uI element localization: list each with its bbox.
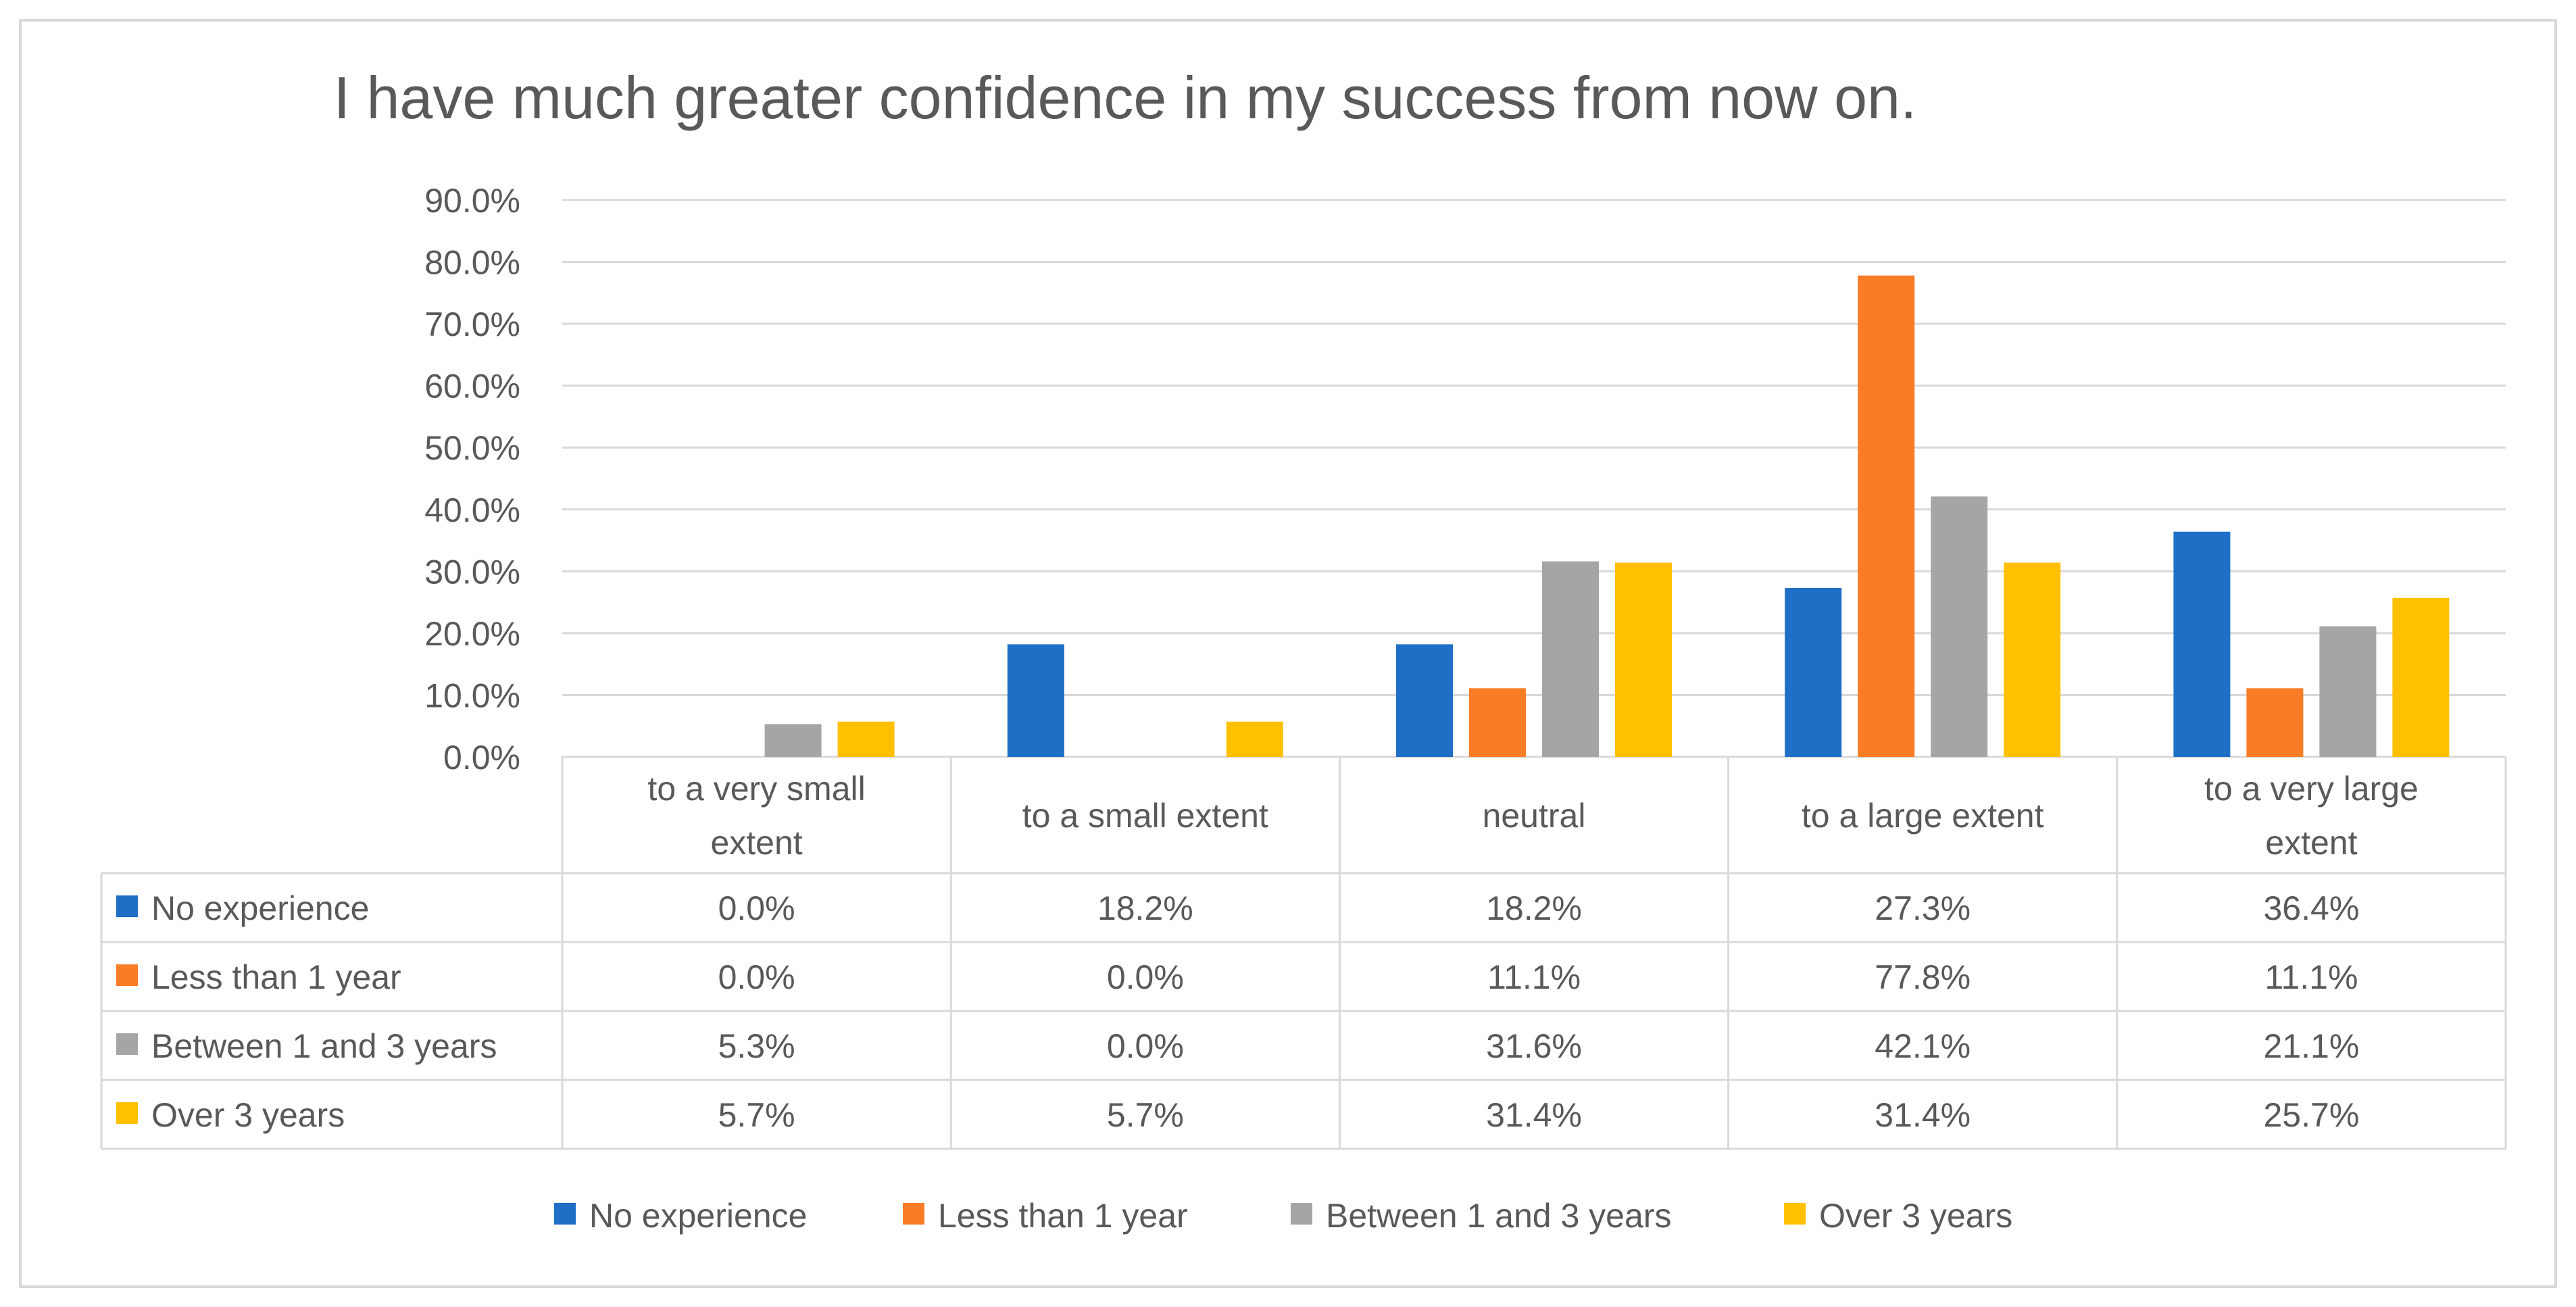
bar xyxy=(2319,626,2377,757)
category-label: extent xyxy=(2265,824,2357,862)
table-value: 5.7% xyxy=(1107,1096,1184,1134)
table-value: 18.2% xyxy=(1486,889,1582,927)
bar xyxy=(1785,588,1842,757)
bar xyxy=(1615,562,1672,757)
y-tick-label: 30.0% xyxy=(424,553,520,591)
bar xyxy=(1469,688,1526,757)
y-tick-label: 10.0% xyxy=(424,676,520,714)
category-label: to a large extent xyxy=(1802,797,2044,835)
y-tick-label: 40.0% xyxy=(424,491,520,529)
table-value: 0.0% xyxy=(718,958,795,996)
y-tick-label: 60.0% xyxy=(424,368,520,405)
table-value: 31.4% xyxy=(1875,1096,1971,1134)
y-tick-label: 90.0% xyxy=(424,182,520,220)
bar xyxy=(2004,562,2061,757)
table-value: 31.4% xyxy=(1486,1096,1582,1134)
y-axis: 0.0% 10.0% 20.0% 30.0% 40.0% 50.0% 60.0% 70.0% 8… xyxy=(424,182,520,776)
y-tick-label: 80.0% xyxy=(424,244,520,282)
table-value: 31.6% xyxy=(1486,1027,1582,1065)
table-value: 0.0% xyxy=(1107,1027,1184,1065)
table-value: 21.1% xyxy=(2264,1027,2360,1065)
bar xyxy=(1396,644,1453,757)
bar xyxy=(2246,688,2304,757)
table-value: 0.0% xyxy=(718,889,795,927)
table-value: 36.4% xyxy=(2264,889,2360,927)
y-tick-label: 20.0% xyxy=(424,615,520,653)
bar xyxy=(837,721,895,757)
bars xyxy=(764,275,2450,758)
table-value: 11.1% xyxy=(2264,958,2358,996)
legend-swatch xyxy=(554,1203,576,1225)
category-label: to a small extent xyxy=(1022,797,1268,835)
table-value: 25.7% xyxy=(2264,1096,2360,1134)
legend-label: No experience xyxy=(589,1197,807,1235)
legend-label: Less than 1 year xyxy=(938,1197,1188,1235)
legend-key-swatch xyxy=(116,1033,138,1055)
table-value: 77.8% xyxy=(1875,958,1971,996)
chart-title: I have much greater confidence in my suc… xyxy=(334,64,1917,131)
bar xyxy=(1226,721,1283,757)
bar xyxy=(1542,561,1599,757)
category-label: to a very large xyxy=(2204,770,2419,808)
table-series-label: Less than 1 year xyxy=(151,958,401,996)
legend-swatch xyxy=(1291,1203,1312,1225)
bar xyxy=(1931,496,1988,757)
data-table: to a very small extent to a small extent ne… xyxy=(100,757,2507,1150)
y-tick-label: 70.0% xyxy=(424,305,520,343)
category-label: extent xyxy=(710,824,802,862)
table-value: 18.2% xyxy=(1097,889,1193,927)
legend: No experience Less than 1 year Between 1 a… xyxy=(554,1197,2012,1235)
legend-key-swatch xyxy=(116,1102,138,1124)
table-series-label: No experience xyxy=(151,889,369,927)
table-value: 0.0% xyxy=(1107,958,1184,996)
bar xyxy=(2173,531,2231,757)
bar xyxy=(764,724,822,757)
table-value: 5.7% xyxy=(718,1096,795,1134)
table-series-label: Over 3 years xyxy=(151,1096,345,1134)
table-value: 27.3% xyxy=(1875,889,1971,927)
bar xyxy=(1007,644,1064,757)
legend-swatch xyxy=(903,1203,924,1225)
legend-label: Between 1 and 3 years xyxy=(1326,1197,1671,1235)
category-label: neutral xyxy=(1483,797,1586,835)
category-label: to a very small xyxy=(647,770,865,808)
table-value: 11.1% xyxy=(1487,958,1581,996)
table-series-label: Between 1 and 3 years xyxy=(151,1027,497,1065)
legend-label: Over 3 years xyxy=(1819,1197,2012,1235)
chart-area-border xyxy=(19,19,2557,1288)
bar xyxy=(2392,597,2450,757)
y-tick-label: 50.0% xyxy=(424,429,520,467)
table-value: 42.1% xyxy=(1875,1027,1971,1065)
legend-swatch xyxy=(1784,1203,1806,1225)
bar xyxy=(1858,275,1915,758)
legend-key-swatch xyxy=(116,895,138,917)
y-tick-label: 0.0% xyxy=(443,739,520,776)
legend-key-swatch xyxy=(116,964,138,986)
table-value: 5.3% xyxy=(718,1027,795,1065)
